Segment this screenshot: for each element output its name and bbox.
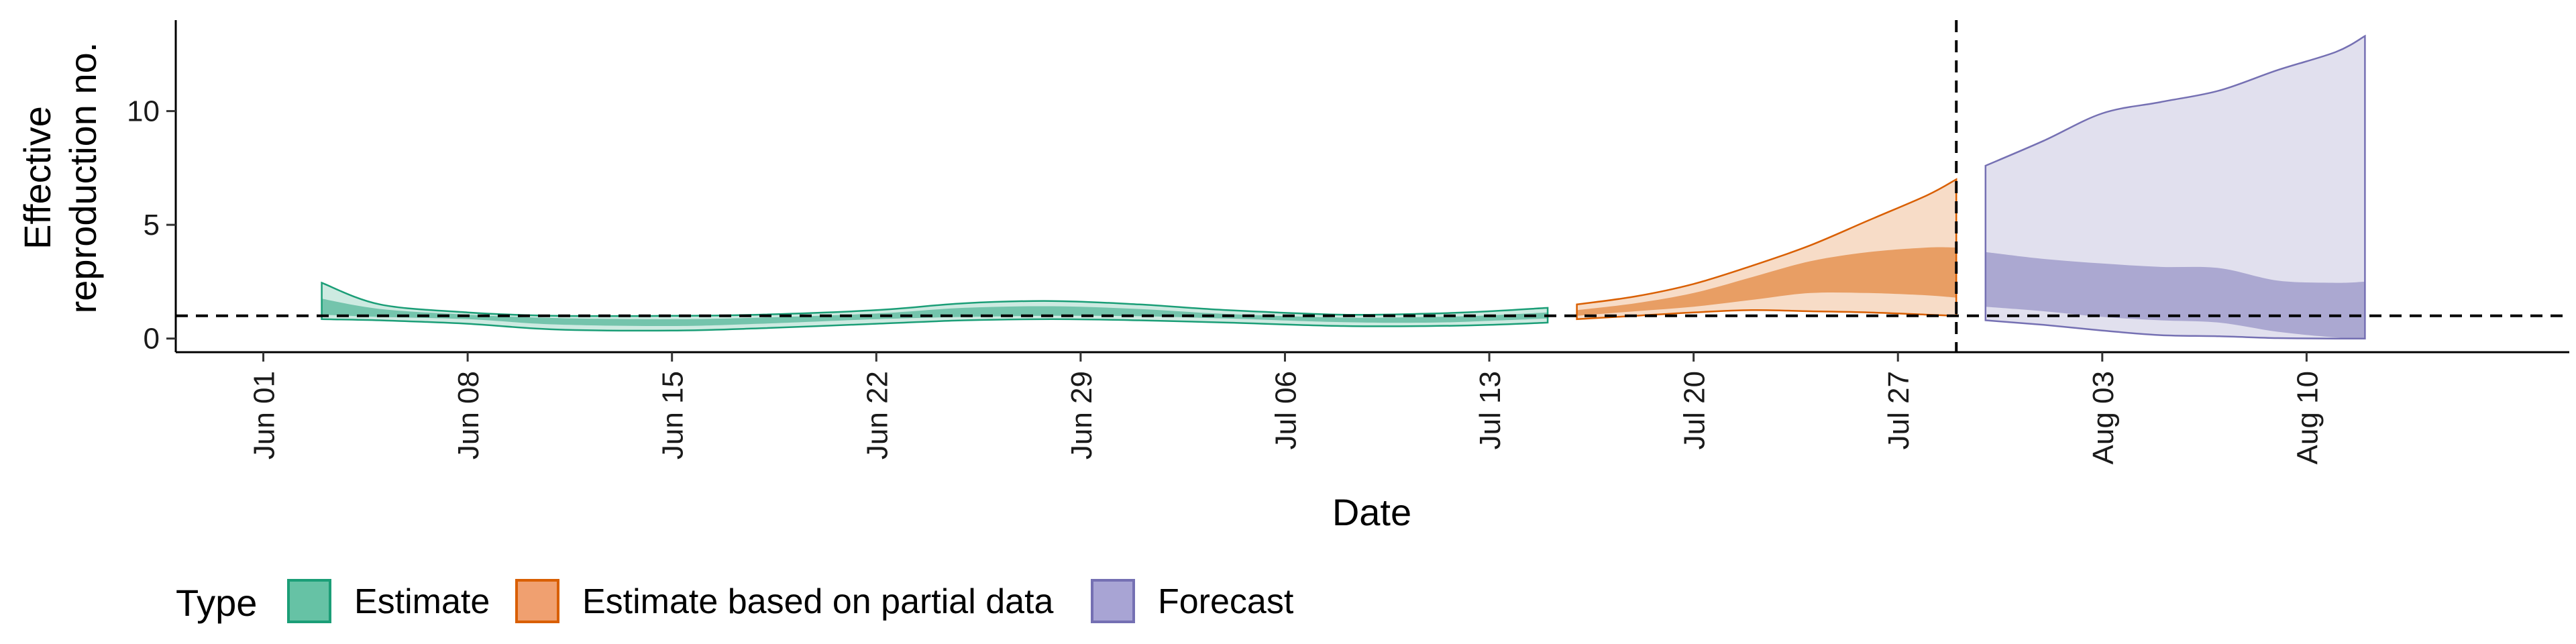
series-forecast xyxy=(1984,34,2366,339)
reference-lines xyxy=(176,20,2569,352)
series-estimate xyxy=(321,281,1549,332)
x-tick-label: Aug 03 xyxy=(2087,371,2120,464)
legend-title: Type xyxy=(176,582,257,624)
legend-label-forecast: Forecast xyxy=(1158,582,1294,621)
legend-key-forecast xyxy=(1091,579,1135,623)
axes: 0 5 10 Jun 01 Jun 08 Jun 15 Jun 22 Jun 29 Jul 06… xyxy=(127,20,2569,464)
y-tick-label: 10 xyxy=(127,95,160,128)
legend: Type Estimate Estimate based on partial … xyxy=(176,579,1294,624)
legend-key-estimate xyxy=(287,579,331,623)
y-tick-label: 0 xyxy=(144,323,160,356)
outer-band-estimate-based-on-partial-data xyxy=(1576,178,1957,321)
inner-band-estimate xyxy=(321,299,1548,327)
x-axis-title: Date xyxy=(1332,491,1411,533)
legend-label-partial: Estimate based on partial data xyxy=(582,582,1054,621)
y-axis-title-line-2: reproduction no. xyxy=(62,42,104,314)
inner-band-estimate-based-on-partial-data xyxy=(1576,247,1957,316)
x-tick-label: Jun 22 xyxy=(861,371,894,460)
series-estimate-based-on-partial-data xyxy=(1576,178,1957,321)
x-tick-label: Jul 27 xyxy=(1882,371,1915,449)
x-tick-label: Jun 15 xyxy=(657,371,690,460)
x-tick-label: Jun 29 xyxy=(1065,371,1098,460)
x-tick-label: Jun 01 xyxy=(248,371,281,460)
uncertainty-bands xyxy=(321,34,2366,339)
x-tick-label: Jun 08 xyxy=(452,371,485,460)
y-tick-label: 5 xyxy=(144,209,160,241)
legend-key-partial xyxy=(515,579,559,623)
x-tick-label: Jul 13 xyxy=(1474,371,1507,449)
outer-band-estimate xyxy=(321,281,1549,332)
x-tick-label: Jul 06 xyxy=(1270,371,1303,449)
legend-label-estimate: Estimate xyxy=(354,582,490,621)
y-axis-title-line-1: Effective xyxy=(16,106,58,250)
x-tick-label: Aug 10 xyxy=(2291,371,2324,464)
x-tick-label: Jul 20 xyxy=(1678,371,1711,449)
